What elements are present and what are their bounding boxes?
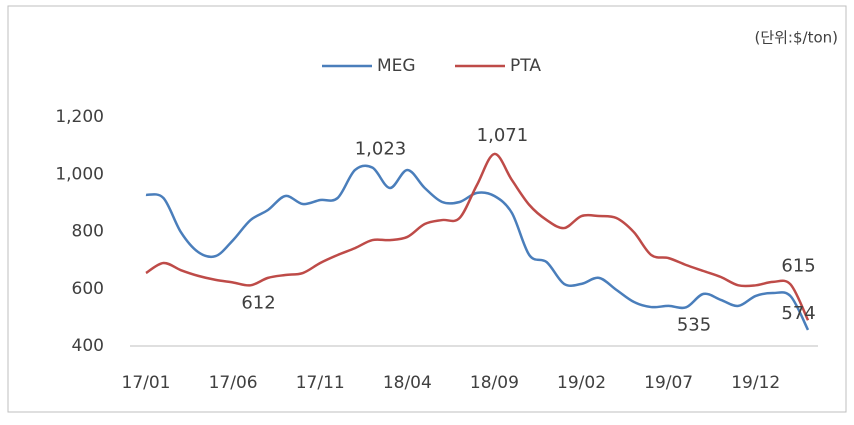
chart-frame [7, 5, 847, 413]
data-label: 1,023 [355, 139, 407, 160]
x-tick-label: 19/07 [644, 373, 693, 393]
series-line [145, 152, 810, 321]
y-tick-label: 1,200 [55, 107, 104, 127]
data-label: 574 [781, 303, 815, 324]
x-tick-label: 17/11 [296, 373, 345, 393]
legend-label: MEG [377, 56, 416, 76]
y-tick-label: 600 [72, 279, 104, 299]
y-tick-label: 400 [72, 336, 104, 356]
data-label: 612 [241, 292, 275, 313]
x-tick-label: 18/09 [470, 373, 519, 393]
data-label: 1,071 [477, 125, 529, 146]
x-tick-label: 17/06 [209, 373, 258, 393]
data-label: 615 [781, 255, 815, 276]
x-tick-label: 18/04 [383, 373, 432, 393]
series-line [145, 164, 810, 331]
y-tick-label: 800 [72, 222, 104, 242]
data-label: 535 [677, 314, 711, 335]
x-tick-label: 19/12 [731, 373, 780, 393]
x-tick-label: 17/01 [122, 373, 171, 393]
y-tick-label: 1,000 [55, 164, 104, 184]
legend-label: PTA [510, 56, 541, 76]
unit-label: (단위:$/ton) [754, 29, 838, 47]
x-tick-label: 19/02 [557, 373, 606, 393]
